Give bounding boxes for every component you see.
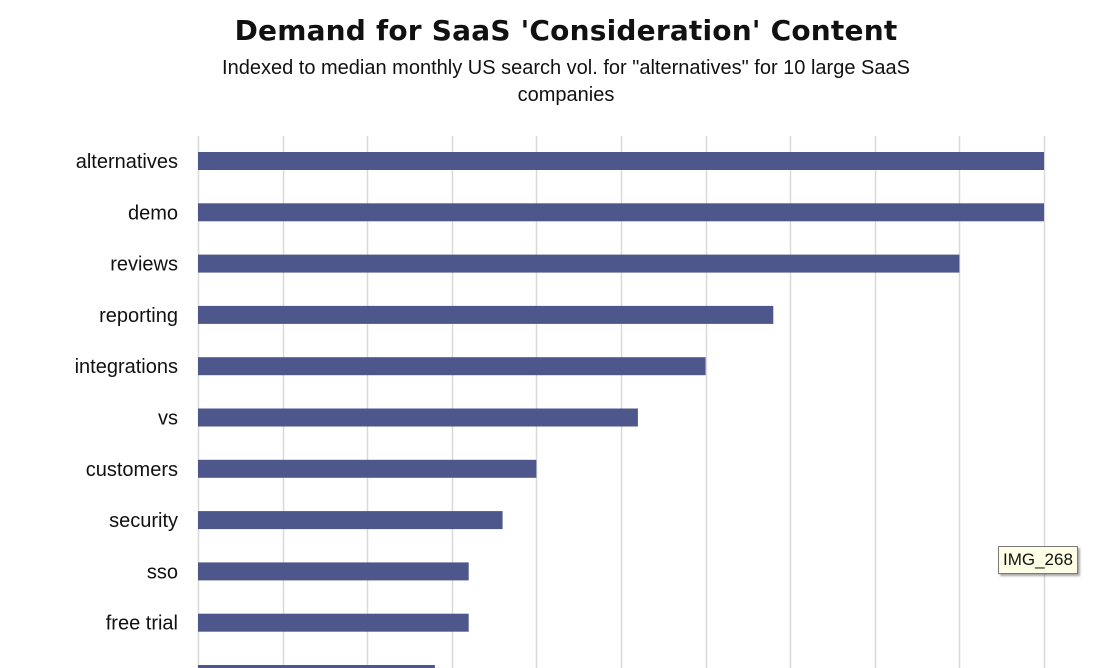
category-label: free trial	[106, 613, 178, 635]
bar-7	[198, 511, 503, 530]
category-label: integrations	[75, 356, 178, 378]
category-label: vs	[158, 408, 178, 430]
category-label: security	[109, 510, 178, 532]
bar-2	[198, 254, 960, 273]
bars	[198, 152, 1044, 668]
category-label: reporting	[99, 305, 178, 327]
category-label: customers	[86, 459, 178, 481]
bar-1	[198, 203, 1044, 222]
category-label: alternatives	[76, 151, 178, 173]
category-label: …	[158, 664, 178, 668]
bar-3	[198, 305, 774, 324]
bar-0	[198, 152, 1044, 170]
category-label: sso	[147, 561, 178, 583]
bar-4	[198, 357, 706, 376]
bar-5	[198, 408, 638, 427]
image-tag-tooltip: IMG_268	[998, 546, 1078, 574]
chart-title: Demand for SaaS 'Consideration' Content	[234, 14, 898, 47]
bar-9	[198, 613, 469, 632]
bar-8	[198, 562, 469, 581]
chart-subtitle: Indexed to median monthly US search vol.…	[222, 57, 910, 106]
category-label: reviews	[110, 254, 178, 276]
bar-6	[198, 459, 537, 478]
category-labels: alternatives demo reviews reporting integrat…	[75, 151, 178, 668]
category-label: demo	[128, 202, 178, 224]
bar-10	[198, 665, 435, 668]
